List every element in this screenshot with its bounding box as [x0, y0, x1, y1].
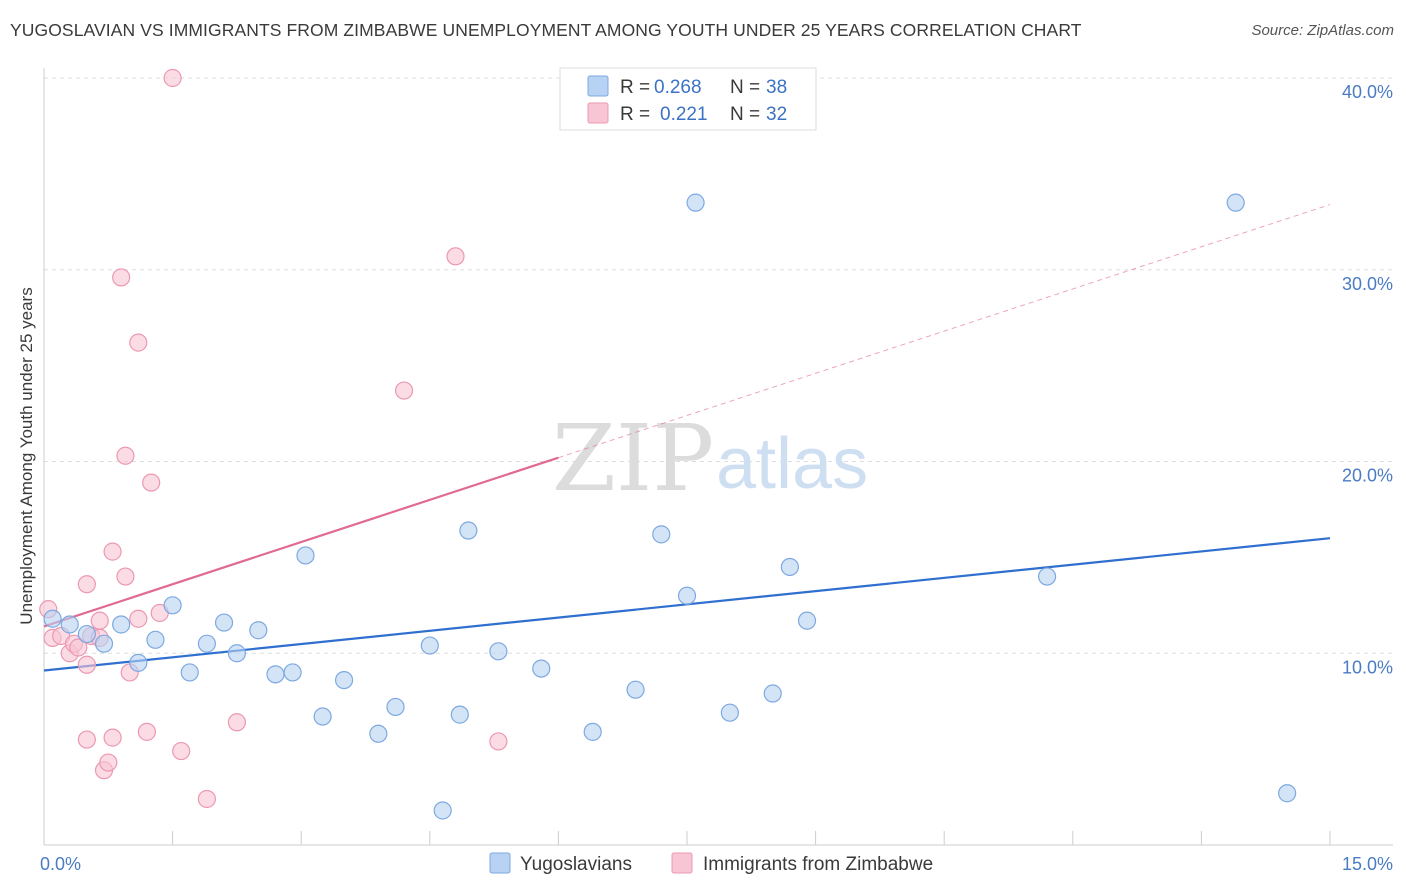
point-yugoslavians: [450, 705, 469, 724]
point-yugoslavians: [386, 697, 405, 717]
data-points: [39, 68, 1297, 820]
y-tick-label: 20.0%: [1342, 466, 1393, 486]
point-yugoslavians: [1226, 193, 1245, 212]
point-zimbabwe: [137, 722, 156, 741]
point-zimbabwe: [489, 732, 508, 751]
point-yugoslavians: [94, 634, 114, 653]
point-yugoslavians: [677, 586, 697, 605]
point-yugoslavians: [180, 663, 199, 682]
series-label-yugoslavians: Yugoslavians: [520, 854, 632, 875]
point-zimbabwe: [197, 789, 216, 809]
chart-title: YUGOSLAVIAN VS IMMIGRANTS FROM ZIMBABWE …: [10, 20, 1082, 40]
point-yugoslavians: [283, 663, 302, 682]
legend-n-label-1: N =: [730, 77, 760, 98]
point-yugoslavians: [489, 642, 508, 661]
point-yugoslavians: [1037, 567, 1057, 586]
point-zimbabwe: [116, 567, 135, 586]
x-tick-label: 0.0%: [40, 854, 81, 874]
trend-line-extension: [558, 204, 1331, 459]
y-tick-label: 40.0%: [1342, 82, 1393, 102]
point-zimbabwe: [227, 713, 246, 732]
point-yugoslavians: [1278, 784, 1297, 803]
point-zimbabwe: [90, 611, 109, 630]
point-yugoslavians: [227, 644, 246, 663]
point-yugoslavians: [763, 684, 782, 703]
point-yugoslavians: [334, 670, 354, 690]
point-yugoslavians: [369, 724, 388, 743]
y-tick-label: 10.0%: [1342, 657, 1393, 677]
point-yugoslavians: [459, 521, 478, 540]
y-tick-label: 30.0%: [1342, 274, 1393, 294]
series-label-zimbabwe: Immigrants from Zimbabwe: [703, 854, 933, 875]
point-zimbabwe: [103, 542, 122, 561]
trend-line-zimbabwe: [43, 456, 559, 628]
point-yugoslavians: [420, 636, 439, 655]
point-yugoslavians: [146, 630, 165, 649]
point-yugoslavians: [583, 722, 602, 741]
series-swatch-zimbabwe: [671, 852, 693, 874]
point-yugoslavians: [780, 557, 799, 577]
watermark: ZIP atlas: [552, 405, 868, 512]
legend-swatch-blue: [587, 75, 609, 97]
point-yugoslavians: [266, 665, 285, 684]
legend-n-value-1: 38: [766, 77, 787, 98]
point-yugoslavians: [214, 613, 234, 632]
point-yugoslavians: [686, 193, 705, 212]
point-zimbabwe: [172, 741, 191, 761]
series-swatch-yugoslavians: [489, 852, 511, 874]
point-yugoslavians: [313, 707, 332, 726]
legend-r-value-2: 0.221: [660, 104, 708, 125]
point-zimbabwe: [116, 446, 135, 465]
legend-r-label-2: R =: [620, 104, 650, 125]
x-ticks: [43, 831, 1331, 845]
y-axis-label: Unemployment Among Youth under 25 years: [17, 287, 36, 624]
x-tick-label: 15.0%: [1342, 854, 1393, 874]
tick-labels: 10.0% 20.0% 30.0% 40.0% 0.0% 15.0%: [40, 82, 1393, 874]
source-credit: Source: ZipAtlas.com: [1251, 22, 1394, 39]
point-zimbabwe: [69, 638, 88, 657]
series-legend: Yugoslavians Immigrants from Zimbabwe: [489, 852, 933, 875]
point-yugoslavians: [197, 634, 216, 653]
point-zimbabwe: [129, 609, 148, 628]
point-yugoslavians: [433, 801, 452, 820]
point-yugoslavians: [296, 546, 315, 565]
point-zimbabwe: [142, 473, 161, 492]
point-zimbabwe: [163, 68, 182, 88]
legend-n-label-2: N =: [730, 104, 760, 125]
point-yugoslavians: [77, 624, 96, 644]
point-yugoslavians: [720, 703, 739, 722]
point-yugoslavians: [43, 609, 62, 628]
point-yugoslavians: [112, 615, 131, 634]
gridlines: [44, 77, 1393, 654]
point-zimbabwe: [103, 728, 122, 747]
legend-r-label-1: R =: [620, 77, 650, 98]
point-yugoslavians: [626, 680, 645, 699]
point-yugoslavians: [532, 659, 551, 678]
legend-n-value-2: 32: [766, 104, 787, 125]
point-zimbabwe: [77, 655, 96, 674]
watermark-atlas: atlas: [716, 424, 868, 504]
point-yugoslavians: [652, 525, 671, 544]
point-yugoslavians: [129, 653, 148, 672]
point-zimbabwe: [77, 575, 96, 594]
watermark-zip: ZIP: [552, 405, 714, 512]
axes: [43, 68, 1393, 846]
point-zimbabwe: [129, 333, 148, 352]
legend: R = 0.268 N = 38 R = 0.221 N = 32: [559, 67, 817, 131]
point-zimbabwe: [446, 247, 465, 266]
point-zimbabwe: [112, 268, 131, 287]
point-yugoslavians: [249, 621, 268, 640]
point-zimbabwe: [77, 730, 96, 749]
point-zimbabwe: [394, 381, 414, 400]
point-yugoslavians: [163, 596, 182, 615]
point-yugoslavians: [60, 615, 79, 634]
legend-swatch-pink: [587, 102, 609, 124]
legend-r-value-1: 0.268: [654, 77, 702, 98]
point-yugoslavians: [797, 611, 817, 630]
point-zimbabwe: [99, 753, 118, 772]
